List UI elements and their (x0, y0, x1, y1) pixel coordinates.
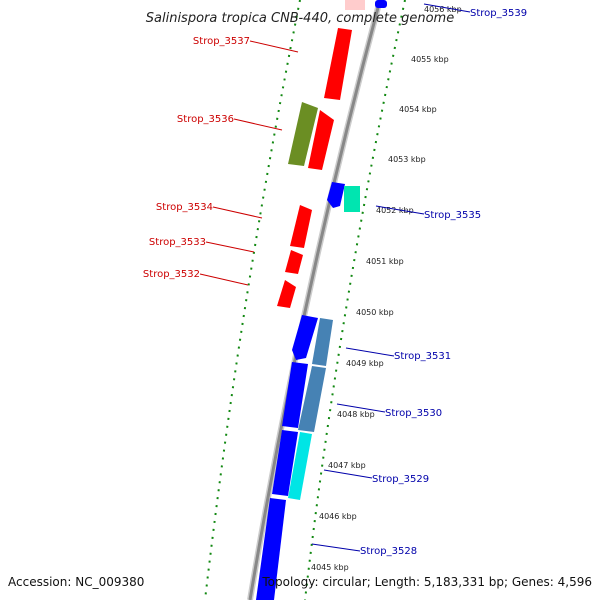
gene-strop-3532 (277, 280, 296, 308)
tick-4052: 4052 kbp (376, 206, 414, 215)
map-title: Salinispora tropica CNB-440, complete ge… (146, 11, 454, 26)
label-strop-3528: Strop_3528 (360, 546, 417, 557)
gene-strop-3537 (324, 28, 352, 100)
gene-top-blue (375, 0, 387, 8)
tick-4051: 4051 kbp (366, 257, 404, 266)
tick-4048: 4048 kbp (337, 410, 375, 419)
outer-dotted-ring-left (204, 0, 301, 600)
leader-strop-3532 (199, 273, 249, 286)
feature-steelblue-1 (312, 318, 333, 366)
gene-top-faded (345, 0, 365, 10)
leader-strop-3528 (311, 543, 361, 552)
tick-4054: 4054 kbp (399, 105, 437, 114)
gene-strop-3529 (272, 430, 298, 496)
label-strop-3536: Strop_3536 (177, 114, 234, 125)
backbone-line (248, 0, 382, 600)
right-labels: Strop_3539 Strop_3535 Strop_3531 Strop_3… (311, 3, 527, 557)
leader-strop-3533 (205, 241, 255, 253)
leader-strop-3534 (212, 206, 263, 219)
tick-4047: 4047 kbp (328, 461, 366, 470)
gene-strop-3535 (344, 186, 360, 212)
outer-dotted-ring-right (304, 0, 406, 600)
tick-4056: 4056 kbp (424, 5, 462, 14)
feature-steelblue-2 (298, 366, 326, 432)
feature-aqua (288, 432, 312, 500)
label-strop-3534: Strop_3534 (156, 202, 213, 213)
accession-label: Accession: NC_009380 (8, 575, 144, 589)
label-strop-3532: Strop_3532 (143, 269, 200, 280)
gene-strop-3534 (290, 205, 312, 248)
feature-olive (288, 102, 318, 166)
tick-4049: 4049 kbp (346, 359, 384, 368)
label-strop-3535: Strop_3535 (424, 210, 481, 221)
leader-strop-3539 (423, 3, 471, 13)
label-strop-3530: Strop_3530 (385, 408, 442, 419)
label-strop-3529: Strop_3529 (372, 474, 429, 485)
tick-4050: 4050 kbp (356, 308, 394, 317)
gene-strop-3533 (285, 250, 303, 274)
tick-4045: 4045 kbp (311, 563, 349, 572)
label-strop-3537: Strop_3537 (193, 36, 250, 47)
label-strop-3531: Strop_3531 (394, 351, 451, 362)
tick-4053: 4053 kbp (388, 155, 426, 164)
leader-strop-3536 (233, 118, 283, 131)
left-labels: Strop_3537 Strop_3536 Strop_3534 Strop_3… (143, 36, 299, 286)
gene-strop-3536 (308, 110, 334, 170)
leader-strop-3531 (345, 347, 395, 357)
leader-strop-3529 (323, 469, 373, 479)
gene-strop-3530 (282, 362, 308, 428)
gene-strop-3535-blue (327, 182, 345, 208)
tick-4046: 4046 kbp (319, 512, 357, 521)
tick-4055: 4055 kbp (411, 55, 449, 64)
gene-strop-3531 (292, 315, 318, 360)
topology-summary: Topology: circular; Length: 5,183,331 bp… (261, 575, 592, 589)
label-strop-3533: Strop_3533 (149, 237, 206, 248)
leader-strop-3535 (375, 205, 425, 215)
gene-strop-3528 (256, 498, 286, 600)
label-strop-3539: Strop_3539 (470, 8, 527, 19)
tick-labels: 4056 kbp 4055 kbp 4054 kbp 4053 kbp 4052… (311, 5, 462, 572)
leader-strop-3537 (249, 40, 299, 53)
leader-strop-3530 (336, 403, 386, 413)
